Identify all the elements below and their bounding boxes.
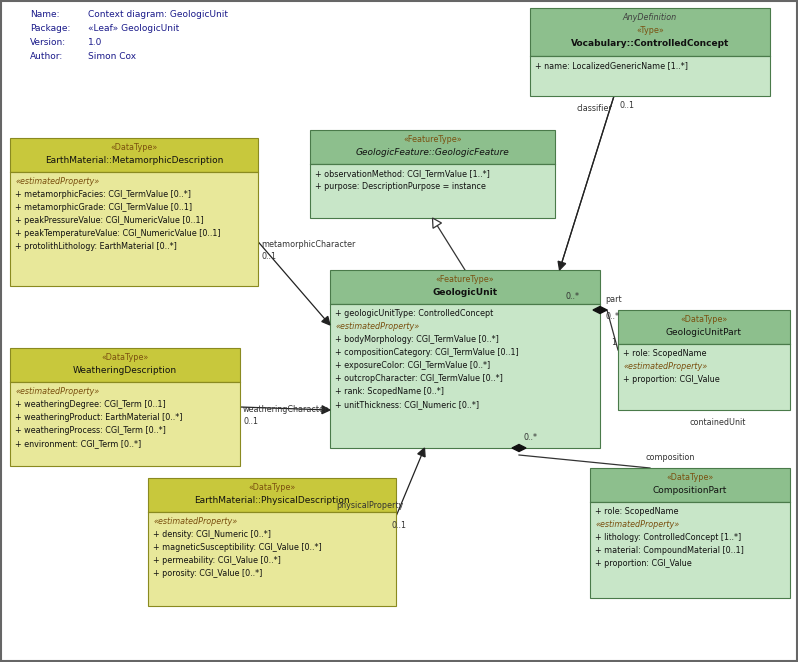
Text: + role: ScopedName: + role: ScopedName bbox=[595, 507, 678, 516]
Text: + environment: CGI_Term [0..*]: + environment: CGI_Term [0..*] bbox=[15, 439, 141, 448]
Text: + outcropCharacter: CGI_TermValue [0..*]: + outcropCharacter: CGI_TermValue [0..*] bbox=[335, 374, 503, 383]
Text: + peakTemperatureValue: CGI_NumericValue [0..1]: + peakTemperatureValue: CGI_NumericValue… bbox=[15, 229, 220, 238]
Text: Version:: Version: bbox=[30, 38, 66, 47]
Polygon shape bbox=[322, 316, 330, 325]
Text: 0..*: 0..* bbox=[565, 292, 579, 301]
Text: + permeability: CGI_Value [0..*]: + permeability: CGI_Value [0..*] bbox=[153, 556, 281, 565]
Text: + exposureColor: CGI_TermValue [0..*]: + exposureColor: CGI_TermValue [0..*] bbox=[335, 361, 490, 370]
Bar bbox=[10, 382, 240, 466]
Text: + weatheringProcess: CGI_Term [0..*]: + weatheringProcess: CGI_Term [0..*] bbox=[15, 426, 166, 435]
Bar bbox=[310, 130, 555, 164]
Text: + unitThickness: CGI_Numeric [0..*]: + unitThickness: CGI_Numeric [0..*] bbox=[335, 400, 479, 409]
Text: composition: composition bbox=[645, 453, 694, 462]
Text: 1: 1 bbox=[611, 338, 616, 347]
Text: «estimatedProperty»: «estimatedProperty» bbox=[15, 387, 99, 396]
Text: 0..*: 0..* bbox=[524, 433, 538, 442]
Text: «estimatedProperty»: «estimatedProperty» bbox=[595, 520, 679, 529]
Bar bbox=[330, 270, 600, 304]
Text: 0..1: 0..1 bbox=[243, 417, 258, 426]
Text: «Type»: «Type» bbox=[636, 26, 664, 35]
Bar bbox=[618, 344, 790, 410]
Text: 0..1: 0..1 bbox=[391, 522, 406, 530]
Text: WeatheringDescription: WeatheringDescription bbox=[73, 366, 177, 375]
Bar bbox=[310, 164, 555, 218]
Text: weatheringCharacter: weatheringCharacter bbox=[243, 405, 328, 414]
Text: GeologicUnitPart: GeologicUnitPart bbox=[666, 328, 742, 337]
Text: «DataType»: «DataType» bbox=[681, 315, 728, 324]
Text: «DataType»: «DataType» bbox=[110, 143, 158, 152]
Bar bbox=[530, 8, 770, 56]
Bar bbox=[618, 310, 790, 344]
Text: AnyDefinition: AnyDefinition bbox=[623, 13, 678, 22]
Bar bbox=[590, 502, 790, 598]
Text: metamorphicCharacter: metamorphicCharacter bbox=[261, 240, 355, 249]
Text: + geologicUnitType: ControlledConcept: + geologicUnitType: ControlledConcept bbox=[335, 309, 493, 318]
Text: 0..*: 0..* bbox=[605, 312, 619, 321]
Text: + bodyMorphology: CGI_TermValue [0..*]: + bodyMorphology: CGI_TermValue [0..*] bbox=[335, 335, 499, 344]
Text: Package:: Package: bbox=[30, 24, 70, 33]
Text: «FeatureType»: «FeatureType» bbox=[436, 275, 494, 284]
Text: + rank: ScopedName [0..*]: + rank: ScopedName [0..*] bbox=[335, 387, 444, 396]
Text: + name: LocalizedGenericName [1..*]: + name: LocalizedGenericName [1..*] bbox=[535, 61, 688, 70]
Text: + purpose: DescriptionPurpose = instance: + purpose: DescriptionPurpose = instance bbox=[315, 182, 486, 191]
Polygon shape bbox=[593, 307, 607, 314]
Text: «DataType»: «DataType» bbox=[101, 353, 148, 362]
Bar bbox=[330, 304, 600, 448]
Text: «Leaf» GeologicUnit: «Leaf» GeologicUnit bbox=[88, 24, 180, 33]
Bar bbox=[10, 172, 258, 286]
Text: + proportion: CGI_Value: + proportion: CGI_Value bbox=[595, 559, 692, 568]
Text: + protolithLithology: EarthMaterial [0..*]: + protolithLithology: EarthMaterial [0..… bbox=[15, 242, 177, 251]
Text: Name:: Name: bbox=[30, 10, 60, 19]
Text: 1.0: 1.0 bbox=[88, 38, 102, 47]
Text: + proportion: CGI_Value: + proportion: CGI_Value bbox=[623, 375, 720, 384]
Text: GeologicFeature::GeologicFeature: GeologicFeature::GeologicFeature bbox=[356, 148, 509, 157]
Polygon shape bbox=[322, 406, 330, 414]
Bar bbox=[530, 56, 770, 96]
Text: «estimatedProperty»: «estimatedProperty» bbox=[335, 322, 419, 331]
Polygon shape bbox=[512, 444, 526, 451]
Text: + role: ScopedName: + role: ScopedName bbox=[623, 349, 706, 358]
Bar bbox=[148, 478, 396, 512]
Text: EarthMaterial::MetamorphicDescription: EarthMaterial::MetamorphicDescription bbox=[45, 156, 223, 165]
Text: containedUnit: containedUnit bbox=[689, 418, 745, 427]
Text: + metamorphicFacies: CGI_TermValue [0..*]: + metamorphicFacies: CGI_TermValue [0..*… bbox=[15, 190, 191, 199]
Text: + material: CompoundMaterial [0..1]: + material: CompoundMaterial [0..1] bbox=[595, 546, 744, 555]
Text: 0..1: 0..1 bbox=[261, 252, 276, 261]
Polygon shape bbox=[558, 261, 566, 270]
Text: part: part bbox=[605, 295, 622, 304]
Text: + peakPressureValue: CGI_NumericValue [0..1]: + peakPressureValue: CGI_NumericValue [0… bbox=[15, 216, 203, 225]
Text: + metamorphicGrade: CGI_TermValue [0..1]: + metamorphicGrade: CGI_TermValue [0..1] bbox=[15, 203, 192, 212]
Text: «estimatedProperty»: «estimatedProperty» bbox=[153, 517, 237, 526]
Bar bbox=[10, 138, 258, 172]
Text: Vocabulary::ControlledConcept: Vocabulary::ControlledConcept bbox=[571, 39, 729, 48]
Text: Simon Cox: Simon Cox bbox=[88, 52, 136, 61]
Text: + density: CGI_Numeric [0..*]: + density: CGI_Numeric [0..*] bbox=[153, 530, 271, 539]
Text: «estimatedProperty»: «estimatedProperty» bbox=[15, 177, 99, 186]
Polygon shape bbox=[417, 448, 425, 457]
Text: physicalProperty: physicalProperty bbox=[336, 501, 403, 510]
Text: «DataType»: «DataType» bbox=[666, 473, 713, 482]
Text: + porosity: CGI_Value [0..*]: + porosity: CGI_Value [0..*] bbox=[153, 569, 263, 578]
Text: EarthMaterial::PhysicalDescription: EarthMaterial::PhysicalDescription bbox=[194, 496, 350, 505]
Polygon shape bbox=[433, 218, 441, 228]
Text: + observationMethod: CGI_TermValue [1..*]: + observationMethod: CGI_TermValue [1..*… bbox=[315, 169, 490, 178]
Text: classifier: classifier bbox=[576, 104, 612, 113]
Text: + weatheringDegree: CGI_Term [0..1]: + weatheringDegree: CGI_Term [0..1] bbox=[15, 400, 166, 409]
Bar bbox=[590, 468, 790, 502]
Text: «FeatureType»: «FeatureType» bbox=[403, 135, 462, 144]
Text: 0..1: 0..1 bbox=[619, 101, 634, 110]
Text: «estimatedProperty»: «estimatedProperty» bbox=[623, 362, 707, 371]
Text: Author:: Author: bbox=[30, 52, 63, 61]
Text: + compositionCategory: CGI_TermValue [0..1]: + compositionCategory: CGI_TermValue [0.… bbox=[335, 348, 519, 357]
Text: GeologicUnit: GeologicUnit bbox=[433, 288, 498, 297]
Text: + magneticSusceptibility: CGI_Value [0..*]: + magneticSusceptibility: CGI_Value [0..… bbox=[153, 543, 322, 552]
Text: Context diagram: GeologicUnit: Context diagram: GeologicUnit bbox=[88, 10, 228, 19]
Text: «DataType»: «DataType» bbox=[248, 483, 295, 492]
Bar bbox=[10, 348, 240, 382]
Text: CompositionPart: CompositionPart bbox=[653, 486, 727, 495]
Text: + lithology: ControlledConcept [1..*]: + lithology: ControlledConcept [1..*] bbox=[595, 533, 741, 542]
Text: + weatheringProduct: EarthMaterial [0..*]: + weatheringProduct: EarthMaterial [0..*… bbox=[15, 413, 183, 422]
Bar bbox=[148, 512, 396, 606]
